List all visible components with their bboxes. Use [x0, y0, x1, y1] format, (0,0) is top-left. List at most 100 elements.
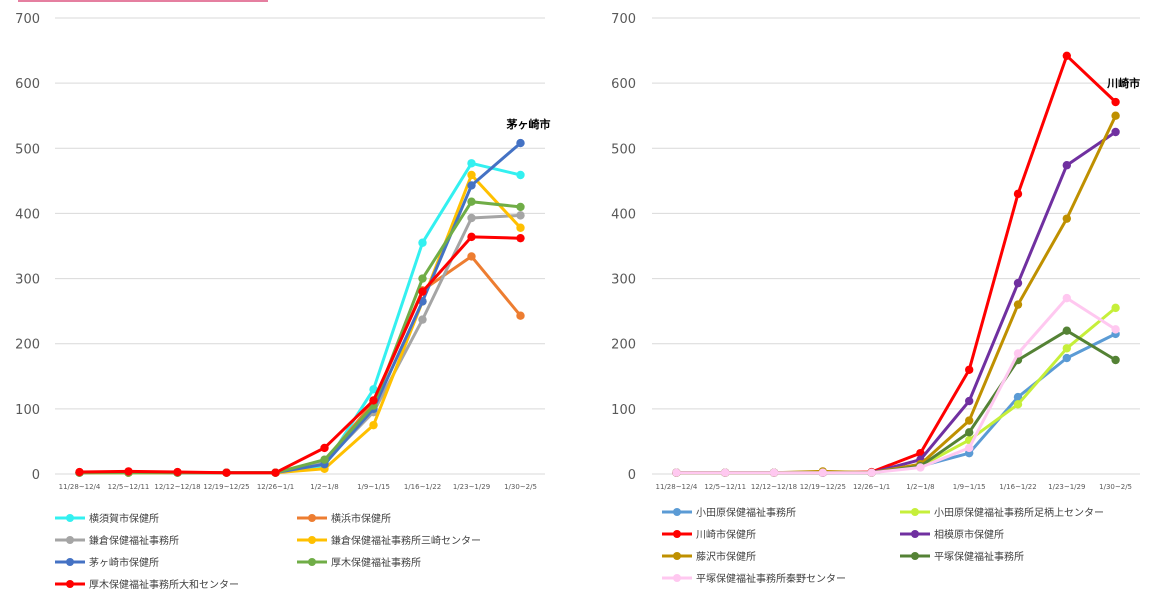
series-line — [79, 200, 521, 475]
data-point — [369, 396, 378, 405]
legend-swatch-point — [673, 552, 681, 560]
series-line — [79, 235, 521, 475]
series-line — [676, 130, 1117, 475]
x-tick-label: 1/9~1/15 — [357, 483, 390, 491]
y-tick-label: 400 — [15, 207, 40, 222]
data-point — [965, 416, 974, 425]
y-tick-label: 200 — [15, 338, 40, 353]
legend-label: 小田原保健福祉事務所 — [696, 506, 796, 519]
legend-label: 横浜市保健所 — [331, 512, 391, 525]
legend-item: 鎌倉保健福祉事務所 — [55, 534, 179, 547]
legend-swatch-point — [911, 552, 919, 560]
data-point — [369, 420, 378, 430]
data-point — [418, 315, 427, 324]
data-point — [418, 238, 427, 247]
y-tick-label: 700 — [611, 12, 636, 27]
data-point — [124, 467, 133, 476]
data-point — [965, 428, 974, 437]
data-point — [1013, 300, 1023, 309]
legend-item: 鎌倉保健福祉事務所三崎センター — [297, 534, 481, 547]
legend-swatch-point — [673, 574, 681, 582]
data-point — [965, 396, 974, 406]
data-point — [516, 311, 525, 320]
x-tick-label: 12/19~12/25 — [203, 483, 249, 491]
data-point — [75, 467, 84, 477]
legend-label: 厚木保健福祉事務所大和センター — [89, 578, 239, 590]
data-point — [222, 468, 231, 477]
x-tick-label: 1/23~1/29 — [453, 483, 490, 491]
y-tick-label: 0 — [628, 468, 636, 483]
legend-item: 平塚保健福祉事務所 — [900, 550, 1024, 563]
legend-item: 平塚保健福祉事務所秦野センター — [662, 572, 846, 585]
legend-label: 平塚保健福祉事務所秦野センター — [696, 572, 846, 585]
legend-item: 小田原保健福祉事務所足柄上センター — [900, 506, 1104, 519]
legend-label: 鎌倉保健福祉事務所三崎センター — [331, 534, 481, 547]
legend-swatch-point — [66, 580, 74, 588]
legend-label: 鎌倉保健福祉事務所 — [89, 534, 179, 547]
series-line — [79, 254, 522, 475]
data-point — [1062, 353, 1072, 363]
data-point — [1062, 161, 1072, 170]
y-tick-label: 300 — [15, 273, 40, 288]
annotation-label: 川崎市 — [1106, 76, 1140, 90]
x-tick-label: 11/28~12/4 — [656, 483, 698, 491]
data-point — [818, 468, 827, 477]
x-tick-label: 1/9~1/15 — [953, 483, 986, 491]
x-tick-label: 12/26~1/1 — [257, 483, 294, 491]
data-point — [516, 138, 525, 148]
y-tick-label: 600 — [15, 77, 40, 92]
x-tick-label: 1/2~1/8 — [906, 483, 934, 491]
data-point — [1111, 97, 1120, 107]
legend-label: 川崎市保健所 — [696, 528, 756, 541]
legend-swatch-point — [673, 530, 681, 538]
series-line — [676, 306, 1117, 475]
legend-swatch-point — [66, 558, 74, 566]
x-tick-label: 12/5~12/11 — [704, 483, 746, 491]
data-point — [1111, 111, 1120, 120]
data-point — [467, 159, 476, 168]
legend-swatch-point — [308, 558, 316, 566]
data-point — [467, 232, 476, 242]
x-tick-label: 1/23~1/29 — [1048, 483, 1085, 491]
legend-label: 小田原保健福祉事務所足柄上センター — [934, 506, 1104, 519]
legend-label: 厚木保健福祉事務所 — [331, 556, 421, 569]
legend-swatch-point — [911, 508, 919, 516]
y-tick-label: 400 — [611, 207, 636, 222]
title-underline — [18, 0, 268, 2]
data-point — [965, 443, 974, 453]
data-point — [516, 223, 525, 232]
data-point — [1111, 127, 1120, 137]
legend-label: 藤沢市保健所 — [696, 550, 756, 563]
y-tick-label: 100 — [611, 403, 636, 418]
legend-label: 平塚保健福祉事務所 — [934, 550, 1024, 563]
x-tick-label: 1/2~1/8 — [310, 483, 338, 491]
data-point — [916, 463, 925, 472]
data-point — [965, 365, 974, 374]
data-point — [467, 197, 476, 206]
y-tick-label: 300 — [611, 273, 636, 288]
legend-label: 相模原市保健所 — [934, 528, 1004, 541]
x-tick-label: 1/30~2/5 — [1099, 483, 1132, 491]
legend-swatch-point — [308, 514, 316, 522]
data-point — [1013, 400, 1023, 409]
data-point — [516, 170, 525, 180]
legend-item: 小田原保健福祉事務所 — [662, 506, 796, 519]
data-point — [1013, 349, 1023, 358]
data-point — [1062, 293, 1072, 303]
annotation-label: 茅ヶ崎市 — [507, 117, 551, 131]
series-line — [676, 296, 1117, 475]
legend-item: 厚木保健福祉事務所大和センター — [55, 578, 239, 591]
y-tick-label: 700 — [15, 12, 40, 27]
data-point — [1062, 344, 1072, 353]
x-tick-label: 11/28~12/4 — [59, 483, 101, 491]
legend-item: 茅ヶ崎市保健所 — [55, 556, 159, 569]
legend-swatch-point — [66, 536, 74, 544]
data-point — [467, 181, 476, 190]
data-point — [516, 202, 525, 212]
data-point — [867, 468, 876, 477]
x-tick-label: 12/12~12/18 — [751, 483, 797, 491]
legend-item: 横浜市保健所 — [297, 512, 391, 525]
data-point — [1111, 325, 1120, 334]
legend-swatch-point — [673, 508, 681, 516]
y-tick-label: 200 — [611, 338, 636, 353]
